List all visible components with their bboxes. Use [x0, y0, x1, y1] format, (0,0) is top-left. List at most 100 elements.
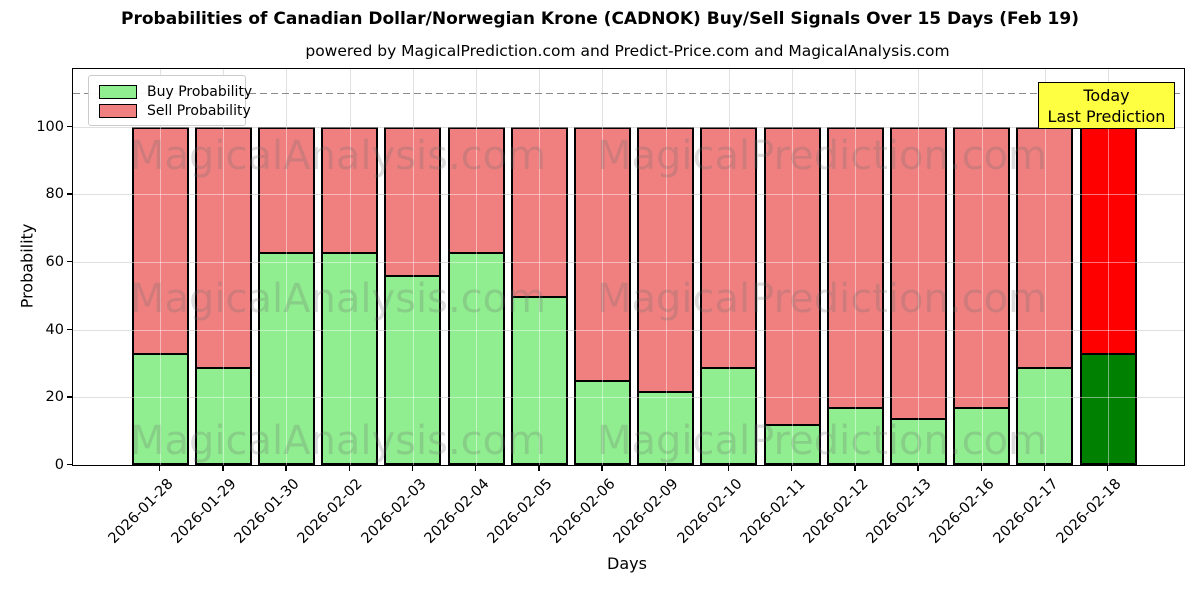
bar-sell-segment — [510, 126, 568, 298]
bar-sell-segment — [637, 126, 695, 393]
bar-buy-segment — [321, 251, 379, 465]
y-tick — [67, 328, 72, 330]
h-gridline-overlay — [73, 126, 1184, 128]
v-gridline-overlay — [476, 69, 477, 465]
v-gridline-overlay — [412, 69, 414, 465]
legend: Buy Probability Sell Probability — [88, 75, 252, 126]
y-tick — [67, 125, 72, 127]
bar-sell-segment — [826, 126, 884, 410]
v-gridline-overlay — [349, 69, 351, 465]
bar-sell-segment — [447, 126, 505, 254]
y-tick — [67, 193, 72, 195]
bar-sell-segment — [321, 126, 379, 254]
bar-sell-segment — [384, 126, 442, 278]
v-gridline-overlay — [918, 69, 920, 465]
x-tick — [222, 466, 224, 471]
bar-buy-segment — [953, 407, 1011, 465]
bar-sell-segment — [573, 126, 631, 383]
x-tick — [538, 466, 540, 471]
x-tick-label: 2026-01-28 — [105, 476, 177, 547]
x-tick-label: 2026-02-04 — [421, 476, 493, 547]
x-tick — [1043, 466, 1046, 471]
h-gridline-overlay — [73, 329, 1184, 331]
x-tick — [727, 466, 730, 471]
x-tick — [1107, 466, 1109, 471]
legend-item-buy: Buy Probability — [99, 82, 252, 101]
bar-buy-segment — [447, 251, 505, 465]
y-tick-label: 0 — [54, 457, 64, 473]
legend-label-buy: Buy Probability — [147, 83, 253, 100]
x-tick — [411, 466, 414, 471]
bar-buy-segment — [1079, 353, 1137, 465]
bar-buy-segment — [700, 366, 758, 465]
y-tick — [67, 260, 72, 263]
v-gridline-overlay — [1108, 69, 1109, 465]
x-tick-label: 2026-02-02 — [295, 476, 366, 547]
bar-buy-segment — [510, 295, 568, 465]
x-tick-label: 2026-01-29 — [168, 476, 240, 547]
bar-sell-segment — [889, 126, 947, 420]
y-tick-label: 80 — [45, 186, 64, 203]
v-gridline-overlay — [539, 69, 541, 465]
x-tick — [980, 466, 982, 471]
legend-label-sell: Sell Probability — [147, 102, 251, 119]
x-tick — [159, 466, 161, 471]
bar-sell-segment — [131, 126, 189, 356]
v-gridline-overlay — [602, 69, 604, 465]
x-tick-label: 2026-02-11 — [737, 476, 809, 547]
x-tick — [601, 466, 603, 471]
bar-sell-segment — [763, 126, 821, 427]
buy-swatch-icon — [99, 84, 137, 99]
x-tick-label: 2026-02-13 — [863, 476, 935, 547]
v-gridline-overlay — [728, 69, 730, 465]
v-gridline-overlay — [855, 69, 857, 465]
x-tick — [348, 466, 350, 471]
bar-buy-segment — [257, 251, 315, 465]
bar-buy-segment — [131, 353, 189, 465]
sell-swatch-icon — [99, 103, 137, 118]
v-gridline-overlay — [792, 69, 793, 465]
x-tick-label: 2026-02-05 — [484, 476, 556, 547]
y-tick-label: 100 — [36, 118, 64, 135]
today-annotation-line1: Today — [1083, 85, 1130, 105]
y-tick — [67, 396, 72, 398]
bar-sell-segment — [700, 126, 758, 369]
x-tick — [664, 466, 666, 471]
plot-area — [72, 68, 1185, 466]
v-gridline-overlay — [1044, 69, 1046, 465]
y-tick-label: 60 — [45, 253, 64, 270]
dashed-reference-line — [73, 92, 1184, 95]
bar-buy-segment — [889, 417, 947, 465]
v-gridline-overlay — [160, 69, 161, 465]
x-tick — [917, 466, 919, 471]
bar-buy-segment — [194, 366, 252, 465]
bar-buy-segment — [763, 424, 821, 465]
x-tick-label: 2026-02-16 — [927, 476, 998, 547]
bar-buy-segment — [637, 390, 695, 465]
h-gridline-overlay — [73, 397, 1184, 399]
x-tick-label: 2026-02-18 — [1053, 476, 1125, 547]
y-tick-label: 40 — [45, 321, 64, 338]
x-tick-label: 2026-02-03 — [358, 476, 430, 547]
bar-buy-segment — [573, 380, 631, 465]
y-tick — [67, 464, 72, 466]
bar-sell-segment — [257, 126, 315, 254]
chart-title: Probabilities of Canadian Dollar/Norwegi… — [121, 9, 1079, 29]
x-axis-label: Days — [607, 554, 647, 573]
x-tick — [475, 466, 477, 471]
bar-buy-segment — [826, 407, 884, 465]
v-gridline-overlay — [665, 69, 667, 465]
today-annotation-box: Today Last Prediction — [1038, 82, 1175, 129]
today-annotation-line2: Last Prediction — [1047, 106, 1166, 126]
h-gridline-overlay — [73, 194, 1184, 196]
x-tick — [791, 466, 793, 471]
h-gridline-overlay — [73, 261, 1184, 263]
legend-item-sell: Sell Probability — [99, 101, 251, 120]
v-gridline-overlay — [223, 69, 225, 465]
bar-buy-segment — [1016, 366, 1074, 465]
chart-subtitle: powered by MagicalPrediction.com and Pre… — [305, 42, 950, 60]
x-tick-label: 2026-02-12 — [800, 476, 872, 547]
bar-buy-segment — [384, 275, 442, 465]
y-tick-label: 20 — [45, 389, 64, 406]
x-tick-label: 2026-02-09 — [611, 476, 682, 547]
